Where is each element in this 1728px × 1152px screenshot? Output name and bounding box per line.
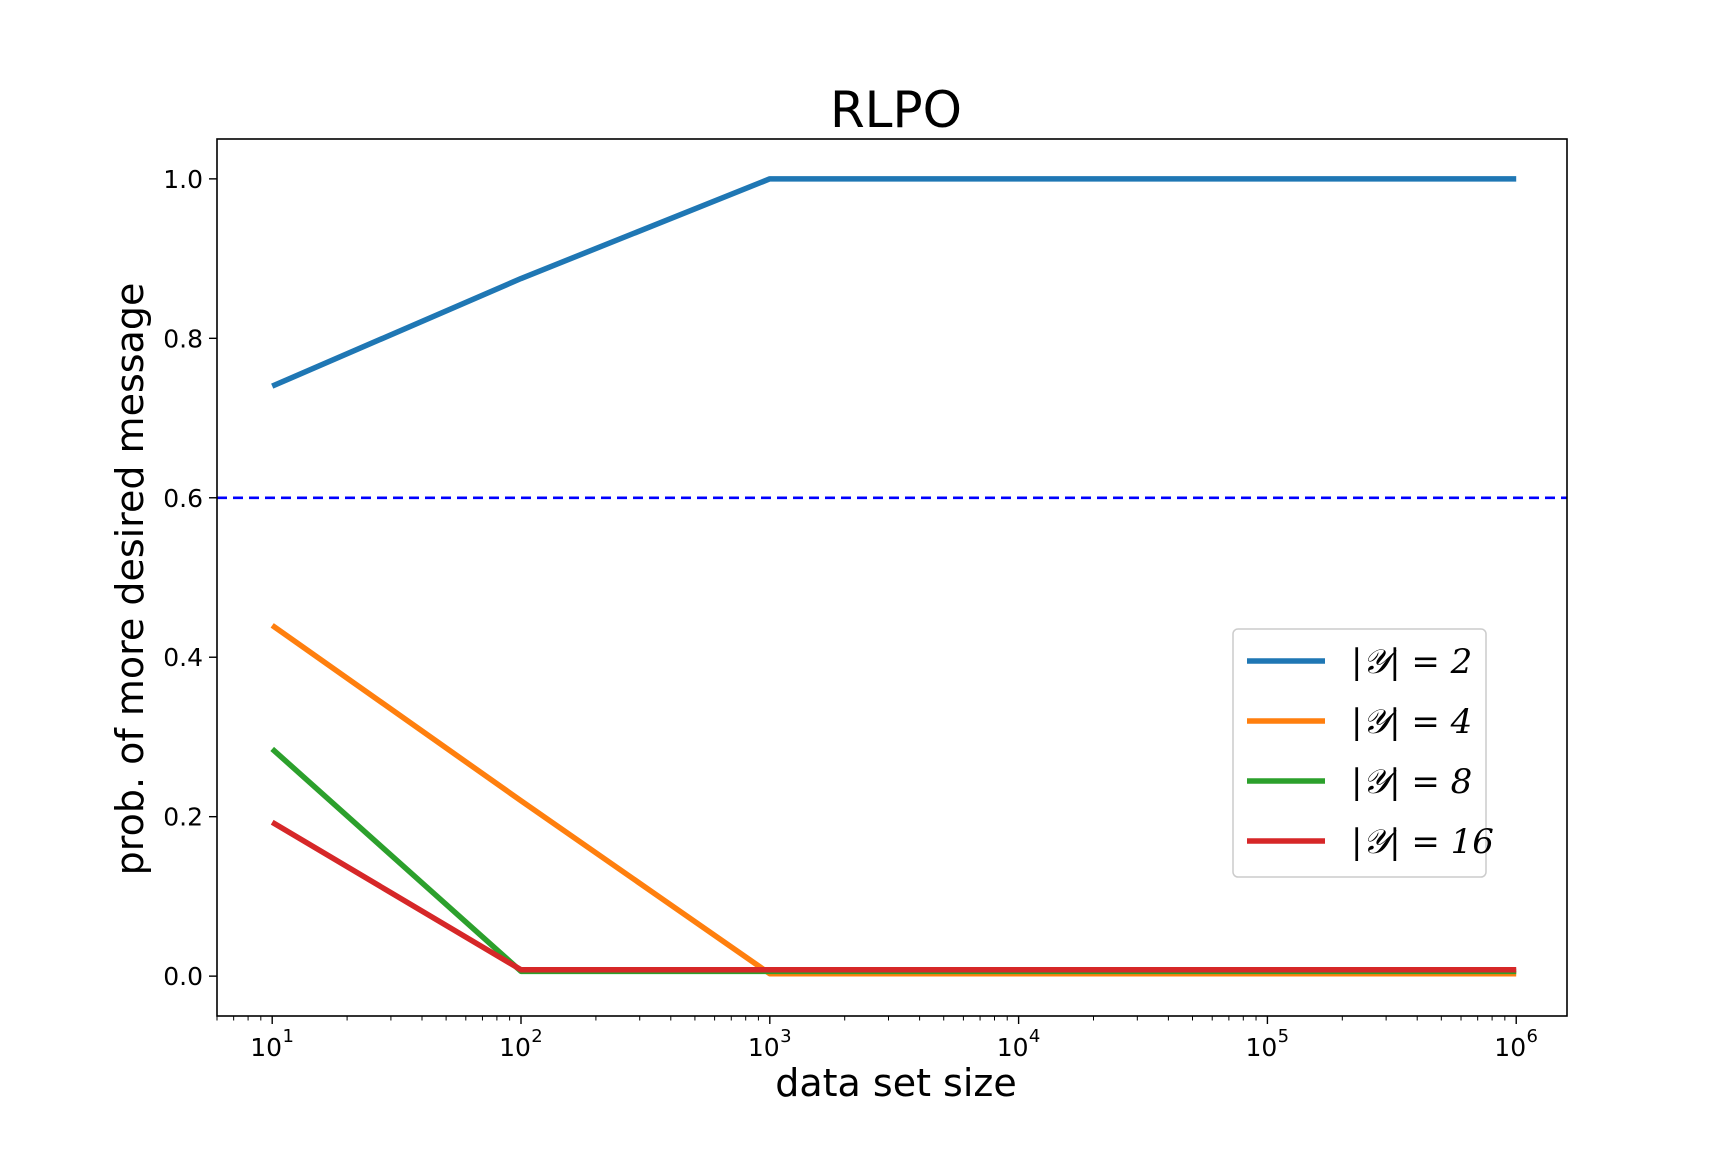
- x-tick-label: 10: [997, 1033, 1029, 1062]
- x-tick-exponent: 3: [780, 1026, 791, 1047]
- legend-box: [1232, 628, 1487, 878]
- legend: |𝒴| = 2 |𝒴| = 4 |𝒴| = 8 |𝒴| = 16: [1232, 628, 1494, 878]
- y-tick-label: 0.8: [163, 324, 203, 353]
- x-tick-exponent: 4: [1029, 1026, 1040, 1047]
- y-tick-label: 0.6: [163, 484, 203, 513]
- legend-label-2: |𝒴| = 4: [1351, 702, 1472, 742]
- legend-label-4: |𝒴| = 16: [1351, 822, 1494, 862]
- x-tick-exponent: 2: [531, 1026, 542, 1047]
- x-tick-label: 10: [499, 1033, 531, 1062]
- y-tick-label: 0.0: [163, 962, 203, 991]
- legend-label-1: |𝒴| = 2: [1351, 642, 1472, 682]
- plot-area: [217, 176, 1567, 977]
- x-tick-label: 10: [1494, 1033, 1526, 1062]
- legend-label-3: |𝒴| = 8: [1351, 762, 1472, 802]
- y-tick-label: 1.0: [163, 165, 203, 194]
- y-tick-label: 0.4: [163, 643, 203, 672]
- series-line-4: [270, 819, 1517, 973]
- x-tick-label: 10: [250, 1033, 282, 1062]
- x-tick-exponent: 1: [282, 1026, 293, 1047]
- x-tick-exponent: 6: [1526, 1026, 1537, 1047]
- series-line-1: [271, 176, 1517, 389]
- y-axis-label: prob. of more desired message: [108, 283, 152, 876]
- axes-frame: [216, 138, 1568, 1017]
- y-tick-label: 0.2: [163, 803, 203, 832]
- x-tick-label: 10: [1246, 1033, 1278, 1062]
- x-axis-label: data set size: [775, 1061, 1017, 1105]
- x-tick-exponent: 5: [1278, 1026, 1289, 1047]
- axis-ticks: 10 1 10 2 10 3 10 4 10 5 10 60.00.20.40.60.81.0: [163, 165, 1538, 1062]
- x-tick-label: 10: [748, 1033, 780, 1062]
- chart-title: RLPO: [830, 81, 962, 139]
